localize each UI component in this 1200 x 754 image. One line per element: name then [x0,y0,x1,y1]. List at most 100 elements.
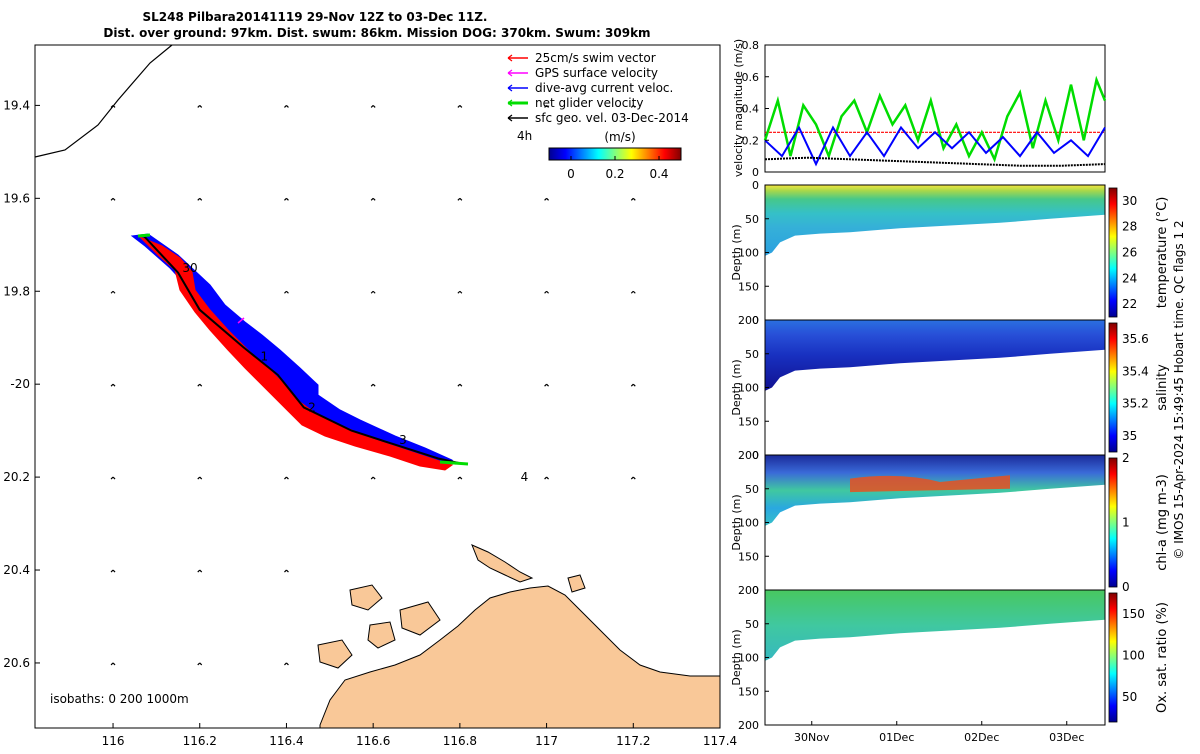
section-colorbar-tick-label: 22 [1122,297,1137,311]
net-glider-velocity [439,460,469,466]
geostrophic-arrow [370,197,376,201]
geostrophic-arrow [457,383,463,387]
track-day-label: 1 [260,349,268,363]
section-ylabel: Depth (m) [730,629,743,685]
coastline-island [349,584,383,611]
track-day-label: 4 [521,470,529,484]
section-colorbar-tick-label: 35.6 [1122,332,1149,346]
map-x-tick-label: 117.4 [703,734,737,748]
section-colorbar [1108,322,1118,453]
geostrophic-arrow [197,383,203,387]
map-y-tick-label: 19.6 [3,191,30,205]
velocity-y-tick-label: 0.2 [742,134,760,147]
geostrophic-arrow [544,476,550,480]
section-y-tick-label: 150 [738,415,759,428]
section-colorbar [1108,187,1118,318]
track-day-label: 3 [399,433,407,447]
velocity-y-tick-label: 0.6 [742,71,760,84]
coastline-island [317,639,353,669]
geostrophic-arrow [110,290,116,294]
glider-track [142,234,461,465]
legend-label: dive-avg current veloc. [535,81,673,95]
section-colorbar [1108,592,1118,723]
map-x-tick-label: 117.2 [616,734,650,748]
gps-surface-velocity [237,317,245,324]
section-colorbar-tick-label: 1 [1122,516,1130,530]
chart-title-line-2: Dist. over ground: 97km. Dist. swum: 86k… [103,26,650,40]
coastline-island [367,621,396,649]
geostrophic-arrow [197,197,203,201]
geostrophic-arrow [110,197,116,201]
section-y-tick-label: 100 [738,517,759,530]
legend-label: GPS surface velocity [535,66,658,80]
section-colorbar-tick-label: 50 [1122,690,1137,704]
section-x-tick-label: 01Dec [879,731,914,744]
map-colorbar-tick-label: 0.2 [605,167,624,181]
section-y-tick-label: 0 [752,449,759,462]
section-panel: 0 50 100 150 200 Depth (m) 22 24 26 28 30 temperatu… [730,179,1170,327]
section-y-tick-label: 50 [745,348,759,361]
section-y-tick-label: 150 [738,280,759,293]
geostrophic-arrow [284,290,289,294]
velocity-series [763,75,1107,167]
geostrophic-arrow [370,383,376,387]
section-y-tick-label: 200 [738,449,759,462]
section-colorbar-tick-label: 150 [1122,607,1145,621]
legend-label: 25cm/s swim vector [535,51,656,65]
geostrophic-arrow [457,104,463,108]
legend-arrowhead [507,54,513,62]
velocity-ylabel: velocity magnitude (m/s) [732,39,745,177]
map-colorbar-label: (m/s) [604,130,635,144]
section-y-tick-label: 50 [745,213,759,226]
section-y-tick-label: 0 [752,179,759,192]
geostrophic-arrow [197,662,203,666]
section-ylabel: Depth (m) [730,359,743,415]
chlorophyll-maximum [850,475,1010,493]
map-y-tick-label: 20.2 [3,470,30,484]
geostrophic-arrow [284,662,289,666]
section-panel: 0 50 100 150 200 Depth (m) 35 35.2 35.4 35.6 salin… [730,314,1170,462]
map-x-tick-label: 116.8 [443,734,477,748]
velocity-series-line [764,125,1106,167]
isobath-line [34,44,173,158]
map-y-ticks: 19.4 19.6 19.8 -20 20.2 20.4 20.6 [3,98,40,670]
geostrophic-arrow [284,104,289,108]
section-y-tick-label: 200 [738,314,759,327]
map-axes-frame [34,44,721,729]
geostrophic-arrow [284,197,289,201]
map-x-tick-label: 116.2 [183,734,217,748]
geostrophic-arrow [457,197,463,201]
velocity-series-line [763,75,1107,163]
geostrophic-arrow [630,383,636,387]
section-y-tick-label: 150 [738,550,759,563]
section-colorbar-tick-label: 30 [1122,194,1137,208]
geostrophic-arrow [197,104,203,108]
section-data-field [765,320,1105,391]
chart-title-line-1: SL248 Pilbara20141119 29-Nov 12Z to 03-D… [143,10,488,24]
section-colorbar [1108,457,1118,588]
geostrophic-arrow [630,197,636,201]
map-colorbar-ticks: 0 0.2 0.4 [567,156,669,181]
coastline-island [567,574,586,593]
legend-label: net glider velocity [535,96,643,110]
velocity-y-tick-label: 0.8 [742,39,760,52]
geostrophic-arrow [544,290,550,294]
time-marker-label: 4h [517,129,532,143]
geostrophic-arrow [110,569,116,573]
geostrophic-arrow [630,476,636,480]
section-colorbar-label: temperature (°C) [1155,197,1170,309]
section-colorbar-tick-label: 100 [1122,648,1145,662]
section-y-tick-label: 0 [752,584,759,597]
section-y-tick-label: 100 [738,382,759,395]
velocity-panel: 0 0.2 0.4 0.6 0.8 velocity magnitude (m/s) [732,39,1107,179]
geostrophic-arrow [457,290,463,294]
legend-arrowhead [507,84,513,92]
velocity-y-ticks: 0 0.2 0.4 0.6 0.8 [742,39,769,179]
section-data-field [765,455,1105,526]
geostrophic-arrow [284,569,289,573]
map-x-tick-label: 116 [102,734,125,748]
footer-note: © IMOS 15-Apr-2024 15:49:45 Hobart time.… [1172,220,1186,559]
